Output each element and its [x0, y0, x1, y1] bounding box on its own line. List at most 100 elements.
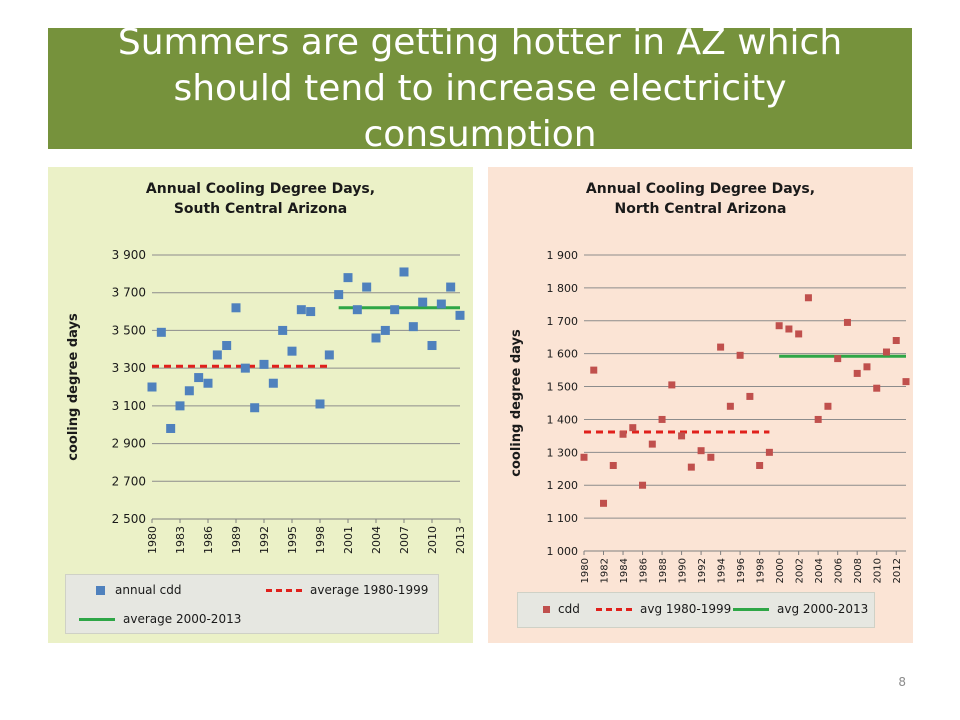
north-chart: 1 000 1 100 1 200 1 300 1 400 1 500 1 600 1 700… [509, 249, 910, 583]
data-point [240, 363, 250, 373]
y-tick-label: 2 700 [112, 474, 146, 488]
data-point [380, 325, 390, 335]
data-point [873, 384, 881, 392]
data-point [278, 325, 288, 335]
x-tick-label: 1992 [258, 526, 271, 554]
y-tick-label: 1 800 [547, 282, 579, 295]
south-chart-legend: annual cdd average 1980-1999 average 200… [65, 574, 439, 634]
y-tick-label: 3 900 [112, 248, 146, 262]
x-tick-label: 2002 [795, 558, 806, 583]
y-tick-label: 2 900 [112, 437, 146, 451]
data-point [687, 463, 695, 471]
data-point [814, 415, 822, 423]
x-tick-label: 1986 [639, 558, 650, 583]
data-point [580, 453, 588, 461]
data-point [824, 402, 832, 410]
legend-item-annual-cdd: annual cdd [96, 583, 182, 597]
north-chart-panel: Annual Cooling Degree Days, North Centra… [488, 167, 913, 643]
x-tick-label: 2000 [775, 558, 786, 583]
page-number: 8 [898, 675, 906, 689]
data-point [892, 337, 900, 345]
x-tick-label: 2012 [892, 558, 903, 583]
data-point [212, 350, 222, 360]
legend-square-marker [543, 605, 550, 613]
data-point [609, 461, 617, 469]
data-point [746, 392, 754, 400]
y-axis-title: cooling degree days [509, 329, 524, 477]
x-tick-label: 2004 [814, 558, 825, 583]
data-point [804, 294, 812, 302]
south-chart-panel: Annual Cooling Degree Days, South Centra… [48, 167, 473, 643]
y-tick-label: 1 200 [547, 479, 579, 492]
x-tick-label: 1988 [658, 558, 669, 583]
y-tick-label: 1 100 [547, 512, 579, 525]
y-tick-label: 1 500 [547, 381, 579, 394]
legend-label: avg 2000-2013 [777, 602, 869, 616]
x-tick-label: 1995 [286, 526, 299, 554]
data-point [717, 343, 725, 351]
y-tick-label: 1 400 [547, 413, 579, 426]
data-point [315, 399, 325, 409]
x-tick-label: 1998 [314, 526, 327, 554]
x-tick-label: 2007 [398, 526, 411, 554]
south-chart-title: Annual Cooling Degree Days, South Centra… [145, 181, 376, 217]
data-point [648, 440, 656, 448]
data-point [324, 350, 334, 360]
data-point [259, 359, 269, 369]
data-point [334, 290, 344, 300]
data-point [287, 346, 297, 356]
legend-label: avg 1980-1999 [640, 602, 732, 616]
y-tick-label: 3 100 [112, 399, 146, 413]
data-point [882, 348, 890, 356]
data-point [268, 378, 278, 388]
data-point [863, 363, 871, 371]
x-tick-label: 2010 [873, 558, 884, 583]
data-point [639, 481, 647, 489]
slide-title-bar: Summers are getting hotter in AZ which s… [48, 22, 912, 155]
legend-item-cdd: cdd [543, 602, 580, 616]
data-point [629, 424, 637, 432]
north-chart-title: Annual Cooling Degree Days, North Centra… [585, 181, 816, 217]
data-point [736, 351, 744, 359]
data-point [296, 305, 306, 315]
data-point [775, 322, 783, 330]
data-point [834, 355, 842, 363]
legend-dashed-line [266, 588, 302, 592]
data-point [600, 499, 608, 507]
data-point [371, 333, 381, 343]
data-point [446, 282, 456, 292]
data-point [231, 303, 241, 313]
data-point [678, 432, 686, 440]
data-point [785, 325, 793, 333]
data-point [343, 273, 353, 283]
data-point [756, 461, 764, 469]
data-point [707, 453, 715, 461]
y-tick-label: 1 600 [547, 348, 579, 361]
north-chart-legend: cdd avg 1980-1999 avg 2000-2013 [517, 592, 875, 628]
data-point [203, 378, 213, 388]
data-point [436, 299, 446, 309]
data-point [194, 373, 204, 383]
data-point [362, 282, 372, 292]
legend-item-average-1980-1999: average 1980-1999 [266, 583, 428, 597]
data-point [156, 327, 166, 337]
data-point [352, 305, 362, 315]
x-tick-label: 2013 [454, 526, 467, 554]
x-tick-label: 1990 [678, 558, 689, 583]
data-point [175, 401, 185, 411]
legend-label: average 1980-1999 [310, 583, 429, 597]
data-point [765, 448, 773, 456]
x-tick-label: 2006 [834, 558, 845, 583]
x-tick-label: 1983 [174, 526, 187, 554]
x-tick-label: 1994 [717, 558, 728, 583]
data-point [408, 322, 418, 332]
legend-item-average-2000-2013: average 2000-2013 [79, 612, 241, 626]
y-axis-title: cooling degree days [66, 313, 81, 461]
data-point [306, 307, 316, 317]
data-point [795, 330, 803, 338]
x-tick-label: 2010 [426, 526, 439, 554]
legend-label: annual cdd [115, 583, 182, 597]
x-tick-label: 1980 [580, 558, 591, 583]
y-tick-label: 1 300 [547, 446, 579, 459]
x-tick-label: 2008 [853, 558, 864, 583]
